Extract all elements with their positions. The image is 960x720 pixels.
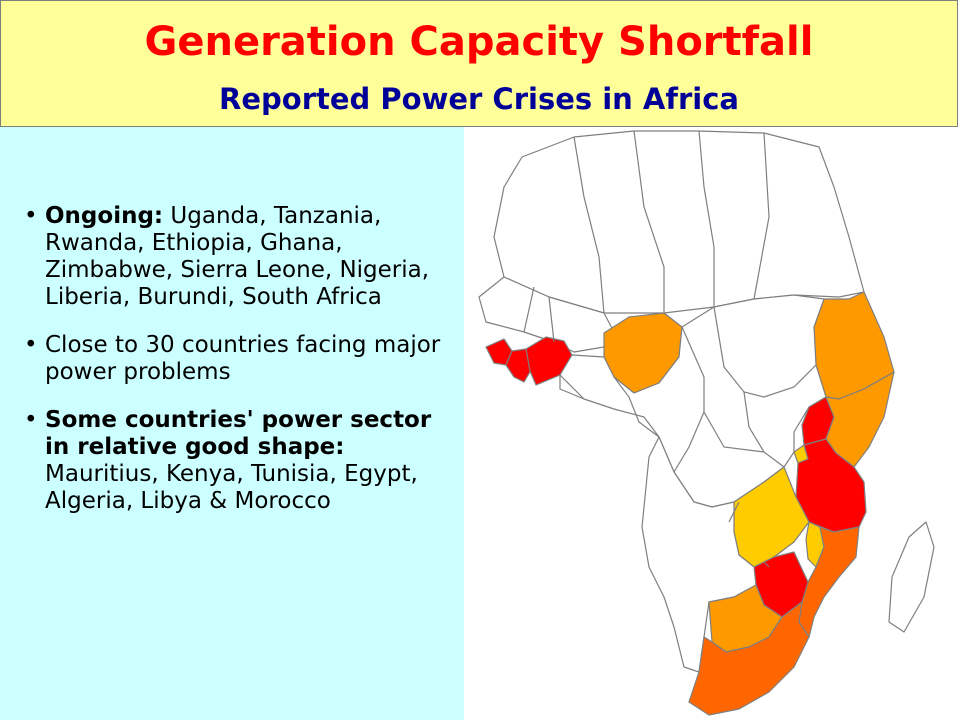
bullet-text: Uganda, Tanzania, Rwanda, Ethiopia, Ghan… [45, 203, 430, 310]
bullet-close-to-30: • Close to 30 countries facing major pow… [18, 332, 458, 386]
map-region-sahel-west [478, 276, 615, 353]
bullet-dot-icon: • [24, 332, 38, 358]
map-region-kenya [825, 371, 895, 468]
map-region-south-africa [688, 601, 810, 716]
bullet-ongoing: • Ongoing: Uganda, Tanzania, Rwanda, Eth… [18, 203, 458, 311]
bullet-text: Mauritius, Kenya, Tunisia, Egypt, Algeri… [45, 461, 418, 514]
bullet-dot-icon: • [24, 407, 38, 433]
map-region-north-africa [493, 130, 865, 314]
page-subtitle: Reported Power Crises in Africa [219, 82, 739, 116]
bullet-lead: Some countries' power sector in relative… [45, 407, 432, 460]
bullet-good-shape: • Some countries' power sector in relati… [18, 407, 458, 515]
map-region-mozambique [798, 526, 860, 638]
bullet-list: • Ongoing: Uganda, Tanzania, Rwanda, Eth… [18, 203, 458, 536]
map-region-central-africa [559, 294, 827, 508]
page-title: Generation Capacity Shortfall [144, 19, 814, 65]
text-panel: • Ongoing: Uganda, Tanzania, Rwanda, Eth… [0, 127, 464, 720]
africa-map-panel [464, 127, 960, 720]
bullet-text: Close to 30 countries facing major power… [45, 332, 441, 385]
africa-map [478, 130, 935, 716]
bullet-lead: Ongoing: [45, 203, 164, 229]
map-region-madagascar [888, 521, 935, 633]
title-banner: Generation Capacity Shortfall Reported P… [0, 0, 958, 127]
map-internal-borders [523, 130, 817, 568]
bullet-dot-icon: • [24, 203, 38, 229]
